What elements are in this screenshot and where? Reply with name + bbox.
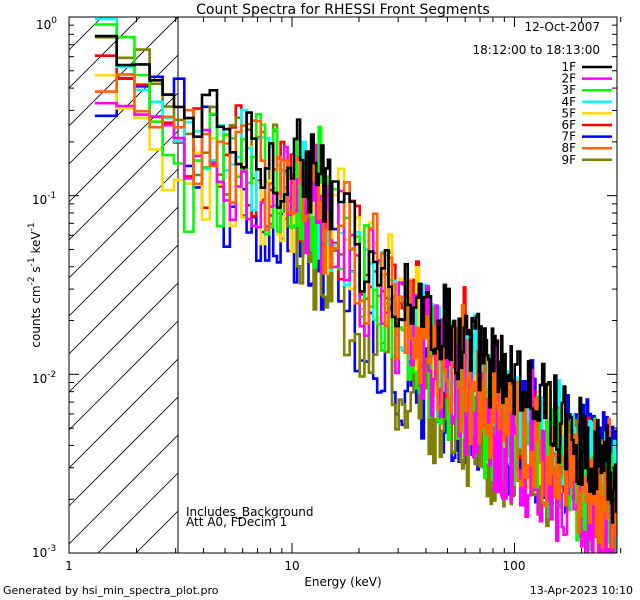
hatch-line <box>69 206 178 317</box>
axis-ticks <box>69 16 622 554</box>
legend-label: 9F <box>561 153 576 167</box>
legend-label: 7F <box>561 130 576 144</box>
x-axis-label: Energy (keV) <box>304 575 381 589</box>
legend-label: 2F <box>561 72 576 86</box>
hatch-line <box>69 396 178 507</box>
legend-label: 6F <box>561 118 576 132</box>
annotation-background: Includes_Background <box>186 505 314 519</box>
hatch-line <box>69 282 178 393</box>
annotation-attenuator: Att A0, FDecim 1 <box>186 515 287 529</box>
x-tick-label: 10 <box>284 559 299 573</box>
hatch-line <box>69 92 178 203</box>
plot-frame <box>68 16 618 554</box>
footer-generated-by: Generated by hsi_min_spectra_plot.pro <box>3 584 219 597</box>
hatch-line <box>69 358 178 469</box>
time-range-label: 18:12:00 to 18:13:00 <box>473 43 600 57</box>
legend-label: 1F <box>561 60 576 74</box>
hatch-line <box>135 510 178 553</box>
x-tick-label: 1 <box>65 559 73 573</box>
series-line-1F <box>94 34 617 524</box>
hatch-line <box>69 320 178 431</box>
y-tick-label: 100 <box>36 16 57 32</box>
hatch-line <box>69 168 178 279</box>
chart-title: Count Spectra for RHESSI Front Segments <box>196 2 490 18</box>
date-label: 12-Oct-2007 <box>524 20 600 34</box>
x-tick-labels: 1 10 100 <box>65 559 525 573</box>
hatch-line <box>69 0 178 12</box>
hatch-line <box>69 244 178 355</box>
hatch-line <box>69 434 178 545</box>
legend-label: 5F <box>561 106 576 120</box>
hatch-line <box>69 17 178 127</box>
y-axis-label: counts cm-2 s-1 keV-1 <box>27 222 43 347</box>
y-tick-label: 10-1 <box>32 191 56 207</box>
y-tick-label: 10-2 <box>32 370 56 386</box>
legend-label: 3F <box>561 83 576 97</box>
legend-label: 8F <box>561 141 576 155</box>
background-shaded-region <box>69 0 178 553</box>
y-tick-label: 10-3 <box>32 544 56 560</box>
hatch-line <box>69 17 103 51</box>
footer-timestamp: 13-Apr-2023 10:10 <box>529 584 633 597</box>
x-tick-label: 100 <box>503 559 526 573</box>
series-lines <box>94 17 617 553</box>
y-tick-labels: 100 10-1 10-2 10-3 <box>32 16 57 560</box>
hatch-line <box>69 17 141 89</box>
legend-label: 4F <box>561 95 576 109</box>
hatch-line <box>97 472 178 553</box>
